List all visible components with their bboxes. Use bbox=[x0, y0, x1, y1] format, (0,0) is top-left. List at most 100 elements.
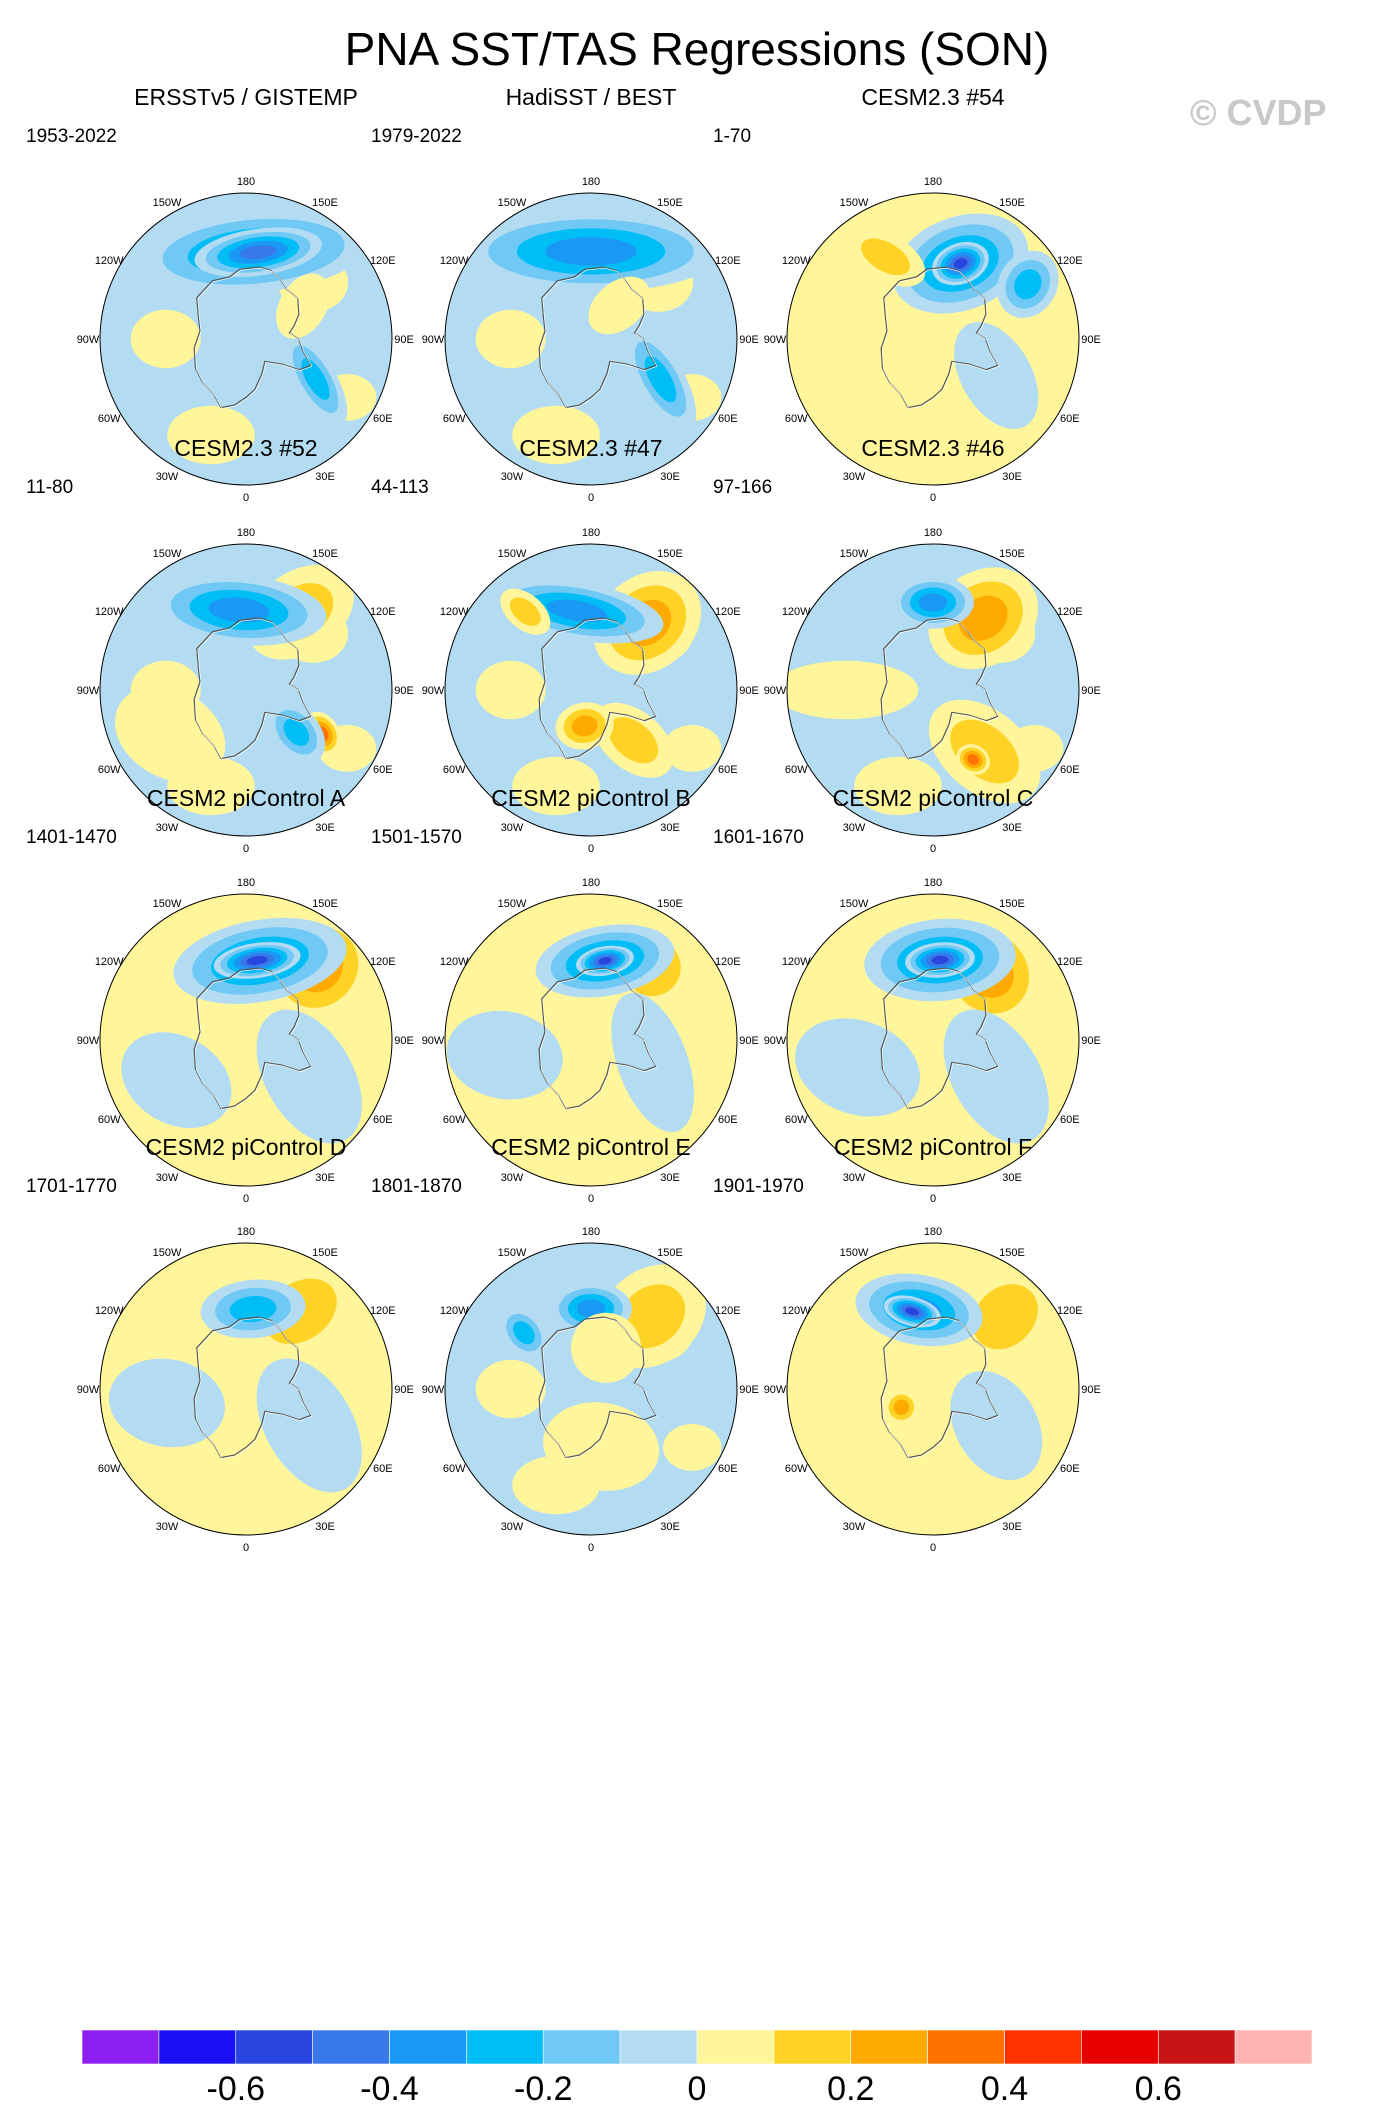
anomaly-contour bbox=[229, 1295, 277, 1323]
longitude-label: 0 bbox=[588, 492, 594, 504]
longitude-label: 90W bbox=[422, 685, 445, 697]
longitude-label: 30E bbox=[1002, 471, 1022, 483]
anomaly-patch bbox=[475, 309, 546, 369]
colorbar-swatch bbox=[1157, 2030, 1236, 2065]
longitude-label: 120W bbox=[440, 1305, 469, 1317]
anomaly-contour bbox=[967, 754, 980, 765]
longitude-label: 60W bbox=[785, 413, 808, 425]
longitude-label: 30E bbox=[660, 1521, 680, 1533]
colorbar-swatch bbox=[389, 2030, 467, 2065]
polar-map: 180 150E 120E 90E 60E 30E 0 30W 60W 90W 120W 150W bbox=[77, 877, 414, 1205]
longitude-label: 90W bbox=[77, 1035, 100, 1047]
anomaly-patch bbox=[815, 1329, 886, 1389]
coastline bbox=[539, 267, 658, 409]
anomaly-contour bbox=[545, 237, 637, 266]
longitude-label: 0 bbox=[930, 1193, 936, 1205]
longitude-label: 180 bbox=[237, 1226, 255, 1238]
longitude-label: 60W bbox=[443, 1463, 466, 1475]
longitude-label: 150W bbox=[840, 548, 869, 560]
longitude-label: 90E bbox=[1081, 685, 1101, 697]
longitude-label: 120E bbox=[1057, 606, 1083, 618]
anomaly-contour bbox=[446, 1010, 563, 1100]
longitude-label: 30E bbox=[1002, 1172, 1022, 1184]
longitude-label: 150E bbox=[657, 197, 683, 209]
colorbar-tick-label: 0.6 bbox=[1134, 2070, 1182, 2108]
anomaly-contour bbox=[546, 599, 608, 623]
polar-map: 180 150E 120E 90E 60E 30E 0 30W 60W 90W 120W 150W bbox=[422, 527, 759, 855]
longitude-label: 90E bbox=[394, 1035, 414, 1047]
longitude-label: 30E bbox=[1002, 1521, 1022, 1533]
panel-title: CESM2.3 #47 bbox=[519, 435, 663, 461]
map-border bbox=[786, 192, 1080, 486]
longitude-label: 30W bbox=[843, 1521, 866, 1533]
longitude-label: 60E bbox=[1060, 413, 1080, 425]
longitude-label: 90E bbox=[1081, 1384, 1101, 1396]
colorbar-swatch bbox=[312, 2030, 390, 2065]
longitude-label: 90W bbox=[77, 334, 100, 346]
longitude-label: 0 bbox=[930, 492, 936, 504]
page-title: PNA SST/TAS Regressions (SON) bbox=[344, 23, 1050, 75]
longitude-label: 120E bbox=[1057, 1305, 1083, 1317]
longitude-label: 30W bbox=[843, 1172, 866, 1184]
polar-map: 180 150E 120E 90E 60E 30E 0 30W 60W 90W 120W 150W bbox=[764, 527, 1101, 855]
longitude-label: 0 bbox=[243, 1193, 249, 1205]
longitude-label: 120W bbox=[95, 606, 124, 618]
longitude-label: 30W bbox=[156, 1521, 179, 1533]
anomaly-patch bbox=[840, 1415, 923, 1486]
longitude-label: 90E bbox=[1081, 1035, 1101, 1047]
longitude-label: 30E bbox=[315, 1172, 335, 1184]
panel-period: 1-70 bbox=[713, 126, 752, 147]
anomaly-contour bbox=[795, 1018, 920, 1117]
map-border bbox=[786, 893, 1080, 1187]
longitude-label: 30E bbox=[1002, 822, 1022, 834]
coastline bbox=[193, 266, 312, 409]
longitude-label: 0 bbox=[243, 1542, 249, 1554]
longitude-label: 150E bbox=[999, 548, 1025, 560]
longitude-label: 180 bbox=[582, 877, 600, 889]
panel-period: 1601-1670 bbox=[713, 827, 804, 848]
anomaly-contour bbox=[239, 245, 277, 260]
map-panel: CESM2.3 #47 44-113 180 150E 120E 90E 60E 30E 0 30… bbox=[371, 435, 811, 910]
longitude-label: 120E bbox=[715, 1305, 741, 1317]
longitude-label: 0 bbox=[930, 843, 936, 855]
longitude-label: 0 bbox=[243, 492, 249, 504]
anomaly-patch bbox=[662, 1424, 722, 1471]
longitude-label: 60W bbox=[98, 764, 121, 776]
map-panel: ERSSTv5 / GISTEMP 1953-2022 180 150E 120E 90E… bbox=[26, 84, 466, 559]
longitude-label: 30W bbox=[501, 1172, 524, 1184]
map-panel: CESM2 piControl D 1701-1770 180 150E 120E 90E… bbox=[26, 1134, 466, 1609]
colorbar-swatch bbox=[1081, 2030, 1159, 2065]
coastline bbox=[881, 267, 1000, 409]
anomaly-patch bbox=[590, 1112, 661, 1160]
coastline bbox=[539, 968, 658, 1110]
polar-map: 180 150E 120E 90E 60E 30E 0 30W 60W 90W 120W 150W bbox=[77, 1226, 414, 1554]
map-border bbox=[444, 893, 738, 1187]
longitude-label: 120E bbox=[715, 255, 741, 267]
longitude-label: 30W bbox=[156, 1172, 179, 1184]
colorbar-swatch bbox=[466, 2030, 544, 2065]
colorbar-swatch bbox=[542, 2030, 621, 2065]
coastline bbox=[538, 967, 657, 1110]
longitude-label: 120E bbox=[370, 1305, 396, 1317]
longitude-label: 90W bbox=[764, 1035, 787, 1047]
longitude-label: 120E bbox=[715, 956, 741, 968]
longitude-label: 30W bbox=[501, 822, 524, 834]
longitude-label: 90E bbox=[1081, 334, 1101, 346]
longitude-label: 150W bbox=[498, 197, 527, 209]
longitude-label: 90W bbox=[77, 1384, 100, 1396]
anomaly-contour bbox=[513, 1321, 535, 1345]
map-panel: CESM2 piControl B 1501-1570 180 150E 120E 90E… bbox=[371, 785, 811, 1260]
coastline bbox=[194, 968, 313, 1110]
map-panel: CESM2.3 #46 97-166 180 150E 120E 90E 60E 30E 0 30… bbox=[713, 435, 1153, 910]
longitude-label: 90W bbox=[764, 334, 787, 346]
anomaly-patch bbox=[512, 405, 600, 465]
longitude-label: 120E bbox=[370, 255, 396, 267]
anomaly-contour bbox=[787, 660, 919, 720]
longitude-label: 120W bbox=[782, 255, 811, 267]
longitude-label: 180 bbox=[924, 1226, 942, 1238]
coastline bbox=[881, 1317, 1000, 1459]
longitude-label: 150E bbox=[657, 898, 683, 910]
polar-map: 180 150E 120E 90E 60E 30E 0 30W 60W 90W 120W 150W bbox=[422, 1226, 759, 1554]
anomaly-contour bbox=[208, 597, 270, 623]
longitude-label: 150W bbox=[498, 548, 527, 560]
